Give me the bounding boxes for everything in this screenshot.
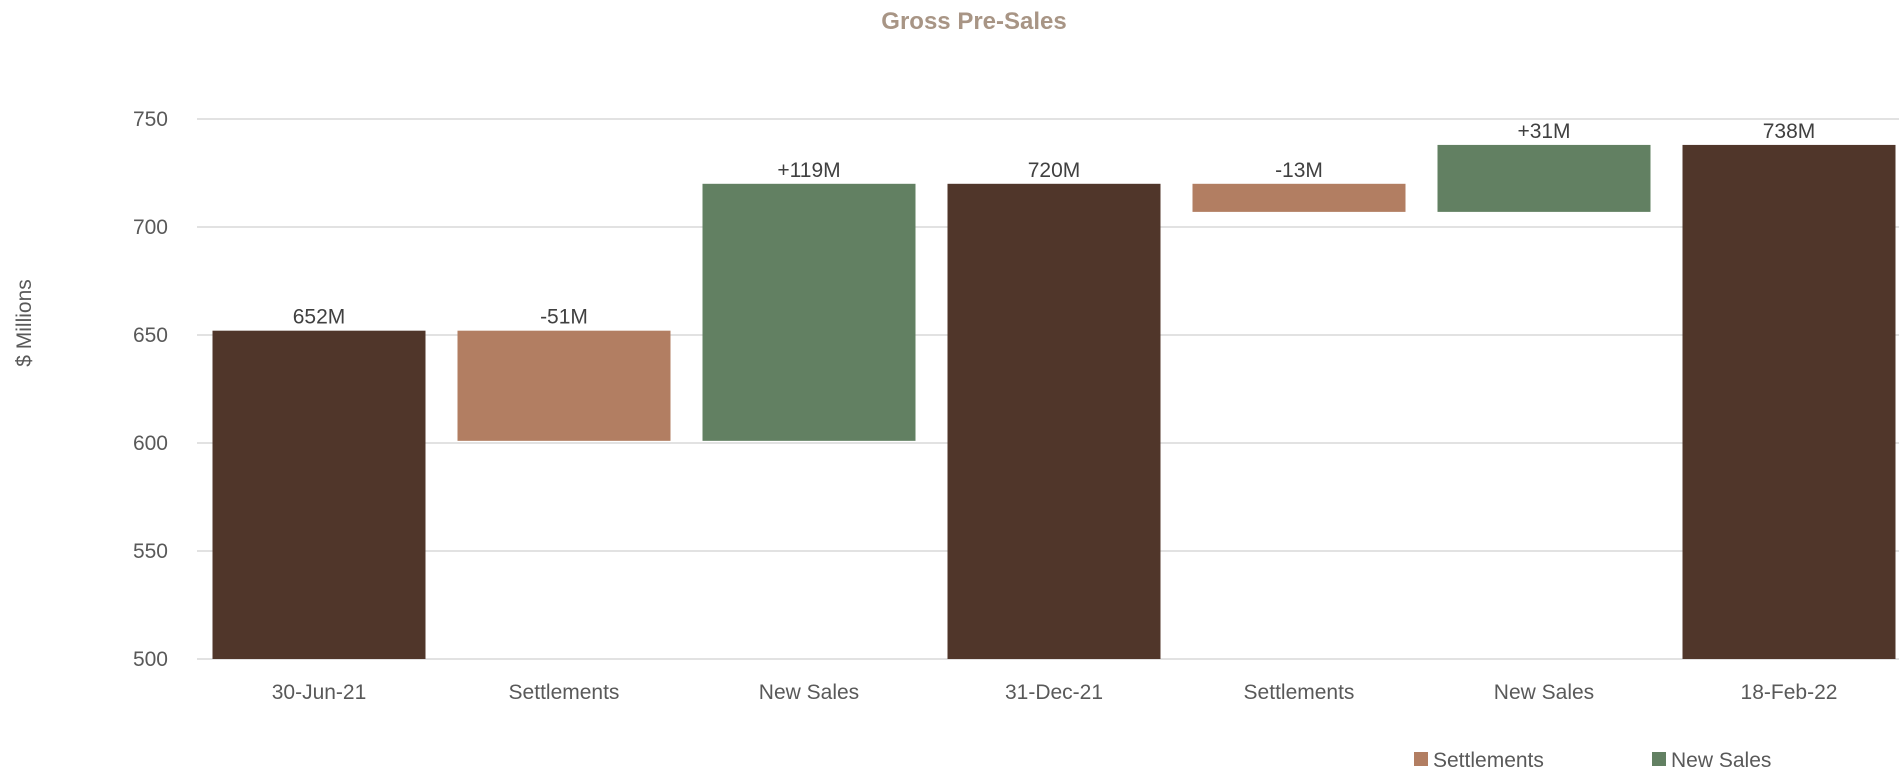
y-tick-label: 700: [133, 216, 168, 239]
y-axis-ticks: 500 550 600 650 700 750: [133, 108, 168, 671]
y-tick-label: 650: [133, 324, 168, 347]
bar-total: [212, 330, 426, 659]
x-tick-label: Settlements: [509, 681, 620, 704]
legend-swatch-increase: [1652, 752, 1666, 766]
data-label: -51M: [540, 306, 588, 329]
legend: Settlements New Sales: [1414, 749, 1771, 771]
x-tick-label: 18-Feb-22: [1741, 681, 1838, 704]
y-axis-title: $ Millions: [13, 279, 36, 367]
bar-total: [947, 183, 1161, 660]
data-label: 652M: [293, 306, 346, 329]
x-tick-label: New Sales: [759, 681, 859, 704]
y-tick-label: 750: [133, 108, 168, 131]
x-tick-label: Settlements: [1244, 681, 1355, 704]
data-label: +31M: [1517, 120, 1570, 143]
bar-increase: [702, 183, 916, 441]
data-labels: 652M -51M +119M 720M -13M +31M 738M: [293, 120, 1816, 329]
x-tick-label: 30-Jun-21: [272, 681, 367, 704]
bar-decrease: [457, 330, 671, 441]
data-label: 738M: [1763, 120, 1816, 143]
y-tick-label: 600: [133, 432, 168, 455]
legend-swatch-decrease: [1414, 752, 1428, 766]
data-label: +119M: [777, 159, 840, 182]
data-label: -13M: [1275, 159, 1323, 182]
bars: [212, 144, 1896, 660]
bar-increase: [1437, 144, 1651, 212]
data-label: 720M: [1028, 159, 1081, 182]
x-tick-label: New Sales: [1494, 681, 1594, 704]
legend-label: New Sales: [1671, 749, 1771, 771]
x-axis-ticks: 30-Jun-21 Settlements New Sales 31-Dec-21 Se…: [272, 681, 1838, 704]
x-tick-label: 31-Dec-21: [1005, 681, 1103, 704]
y-tick-label: 500: [133, 648, 168, 671]
y-tick-label: 550: [133, 540, 168, 563]
chart-title: Gross Pre-Sales: [881, 8, 1066, 35]
bar-decrease: [1192, 183, 1406, 212]
bar-total: [1682, 144, 1896, 660]
legend-label: Settlements: [1433, 749, 1544, 771]
